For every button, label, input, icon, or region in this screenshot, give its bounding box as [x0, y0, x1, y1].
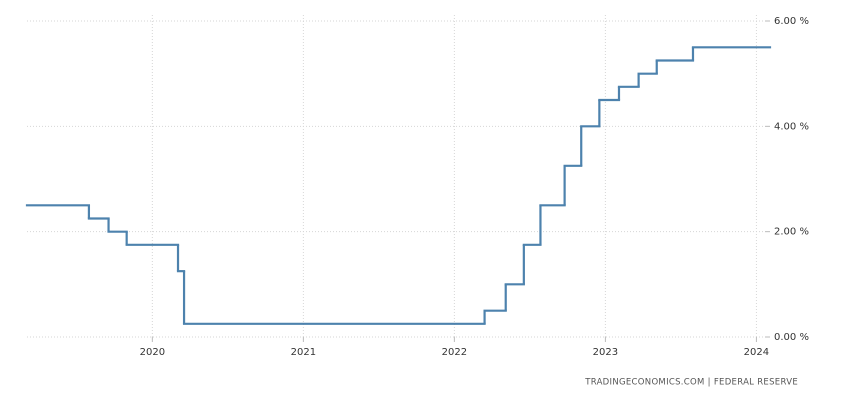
y-tick-label: 6.00 %: [774, 16, 809, 27]
x-tick-label: 2023: [593, 347, 618, 358]
y-tick-label: 0.00 %: [774, 332, 809, 343]
x-tick-label: 2022: [442, 347, 467, 358]
y-tick-label: 2.00 %: [774, 227, 809, 238]
x-tick-label: 2020: [140, 347, 165, 358]
x-tick-label: 2024: [744, 347, 769, 358]
y-tick-label: 4.00 %: [774, 121, 809, 132]
x-tick-label: 2021: [291, 347, 316, 358]
source-note: TRADINGECONOMICS.COM | FEDERAL RESERVE: [584, 378, 798, 388]
